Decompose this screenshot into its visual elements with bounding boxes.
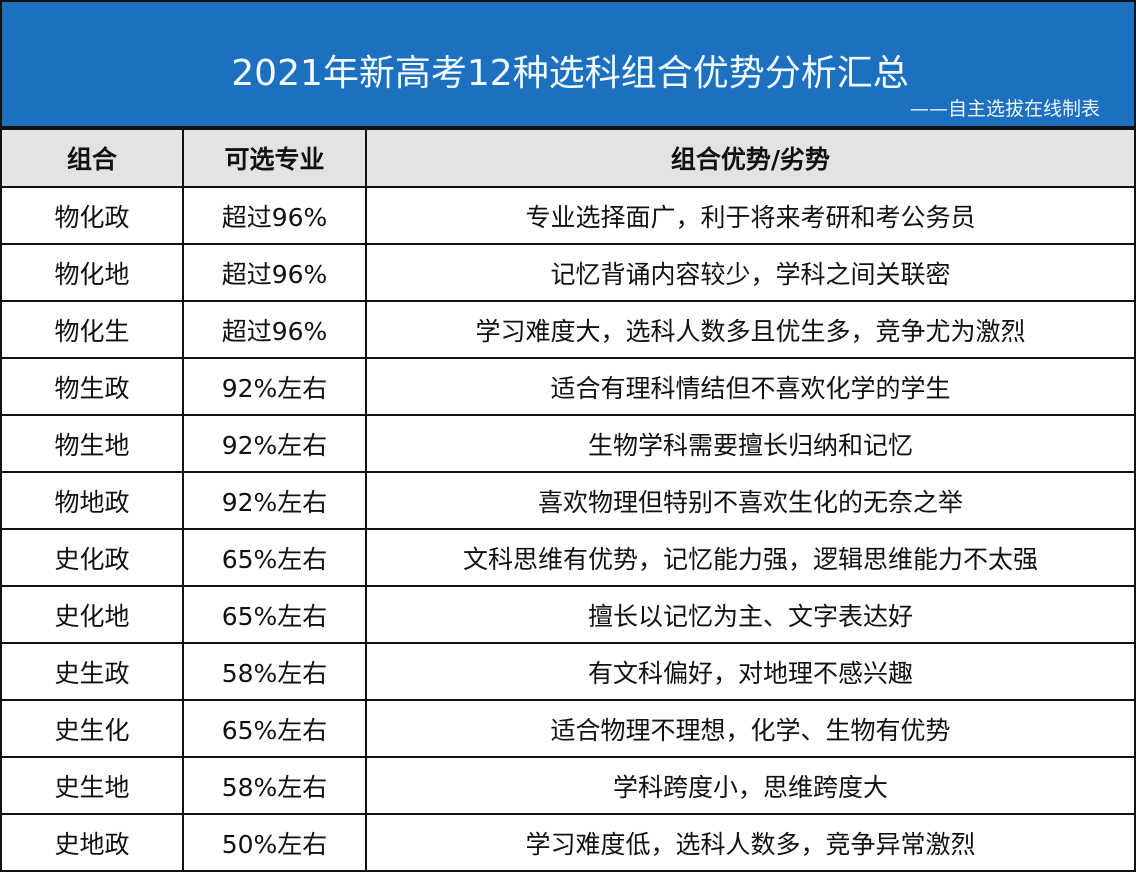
table-row: 史生化 65%左右 适合物理不理想，化学、生物有优势 bbox=[0, 699, 1136, 758]
majors-cell: 65%左右 bbox=[182, 528, 367, 587]
table-row: 物化地 超过96% 记忆背诵内容较少，学科之间关联密 bbox=[0, 243, 1136, 302]
table-row: 史地政 50%左右 学习难度低，选科人数多，竞争异常激烈 bbox=[0, 813, 1136, 872]
combination-cell: 史生政 bbox=[0, 642, 184, 701]
combination-cell: 物生地 bbox=[0, 414, 184, 473]
table-row: 物生地 92%左右 生物学科需要擅长归纳和记忆 bbox=[0, 414, 1136, 473]
pros-cons-cell: 学习难度大，选科人数多且优生多，竞争尤为激烈 bbox=[365, 300, 1136, 359]
table-row: 史生地 58%左右 学科跨度小，思维跨度大 bbox=[0, 756, 1136, 815]
pros-cons-cell: 喜欢物理但特别不喜欢生化的无奈之举 bbox=[365, 471, 1136, 530]
subject-combination-table: 组合 可选专业 组合优势/劣势 物化政 超过96% 专业选择面广，利于将来考研和考公… bbox=[0, 128, 1136, 872]
table-row: 物生政 92%左右 适合有理科情结但不喜欢化学的学生 bbox=[0, 357, 1136, 416]
majors-cell: 超过96% bbox=[182, 300, 367, 359]
majors-cell: 92%左右 bbox=[182, 357, 367, 416]
combination-cell: 物化生 bbox=[0, 300, 184, 359]
pros-cons-cell: 擅长以记忆为主、文字表达好 bbox=[365, 585, 1136, 644]
column-header-combination: 组合 bbox=[0, 128, 184, 188]
majors-cell: 92%左右 bbox=[182, 471, 367, 530]
pros-cons-cell: 生物学科需要擅长归纳和记忆 bbox=[365, 414, 1136, 473]
combination-cell: 物化地 bbox=[0, 243, 184, 302]
table-row: 史化地 65%左右 擅长以记忆为主、文字表达好 bbox=[0, 585, 1136, 644]
combination-cell: 史地政 bbox=[0, 813, 184, 872]
combination-cell: 物化政 bbox=[0, 186, 184, 245]
pros-cons-cell: 学习难度低，选科人数多，竞争异常激烈 bbox=[365, 813, 1136, 872]
majors-cell: 超过96% bbox=[182, 243, 367, 302]
majors-cell: 超过96% bbox=[182, 186, 367, 245]
combination-cell: 史化地 bbox=[0, 585, 184, 644]
combination-cell: 物生政 bbox=[0, 357, 184, 416]
table-header-row: 组合 可选专业 组合优势/劣势 bbox=[0, 128, 1136, 188]
combination-cell: 史生化 bbox=[0, 699, 184, 758]
table-row: 物地政 92%左右 喜欢物理但特别不喜欢生化的无奈之举 bbox=[0, 471, 1136, 530]
pros-cons-cell: 适合物理不理想，化学、生物有优势 bbox=[365, 699, 1136, 758]
combination-cell: 史化政 bbox=[0, 528, 184, 587]
column-header-pros-cons: 组合优势/劣势 bbox=[365, 128, 1136, 188]
majors-cell: 65%左右 bbox=[182, 585, 367, 644]
pros-cons-cell: 文科思维有优势，记忆能力强，逻辑思维能力不太强 bbox=[365, 528, 1136, 587]
table-row: 物化政 超过96% 专业选择面广，利于将来考研和考公务员 bbox=[0, 186, 1136, 245]
title-banner: 2021年新高考12种选科组合优势分析汇总 ——自主选拔在线制表 bbox=[0, 0, 1136, 128]
column-header-majors: 可选专业 bbox=[182, 128, 367, 188]
majors-cell: 65%左右 bbox=[182, 699, 367, 758]
table-row: 史化政 65%左右 文科思维有优势，记忆能力强，逻辑思维能力不太强 bbox=[0, 528, 1136, 587]
table-row: 物化生 超过96% 学习难度大，选科人数多且优生多，竞争尤为激烈 bbox=[0, 300, 1136, 359]
majors-cell: 58%左右 bbox=[182, 642, 367, 701]
pros-cons-cell: 适合有理科情结但不喜欢化学的学生 bbox=[365, 357, 1136, 416]
table-row: 史生政 58%左右 有文科偏好，对地理不感兴趣 bbox=[0, 642, 1136, 701]
page-subtitle: ——自主选拔在线制表 bbox=[909, 98, 1100, 120]
majors-cell: 58%左右 bbox=[182, 756, 367, 815]
combination-cell: 物地政 bbox=[0, 471, 184, 530]
pros-cons-cell: 记忆背诵内容较少，学科之间关联密 bbox=[365, 243, 1136, 302]
pros-cons-cell: 有文科偏好，对地理不感兴趣 bbox=[365, 642, 1136, 701]
page-title: 2021年新高考12种选科组合优势分析汇总 bbox=[231, 53, 909, 94]
majors-cell: 50%左右 bbox=[182, 813, 367, 872]
majors-cell: 92%左右 bbox=[182, 414, 367, 473]
combination-cell: 史生地 bbox=[0, 756, 184, 815]
pros-cons-cell: 学科跨度小，思维跨度大 bbox=[365, 756, 1136, 815]
pros-cons-cell: 专业选择面广，利于将来考研和考公务员 bbox=[365, 186, 1136, 245]
